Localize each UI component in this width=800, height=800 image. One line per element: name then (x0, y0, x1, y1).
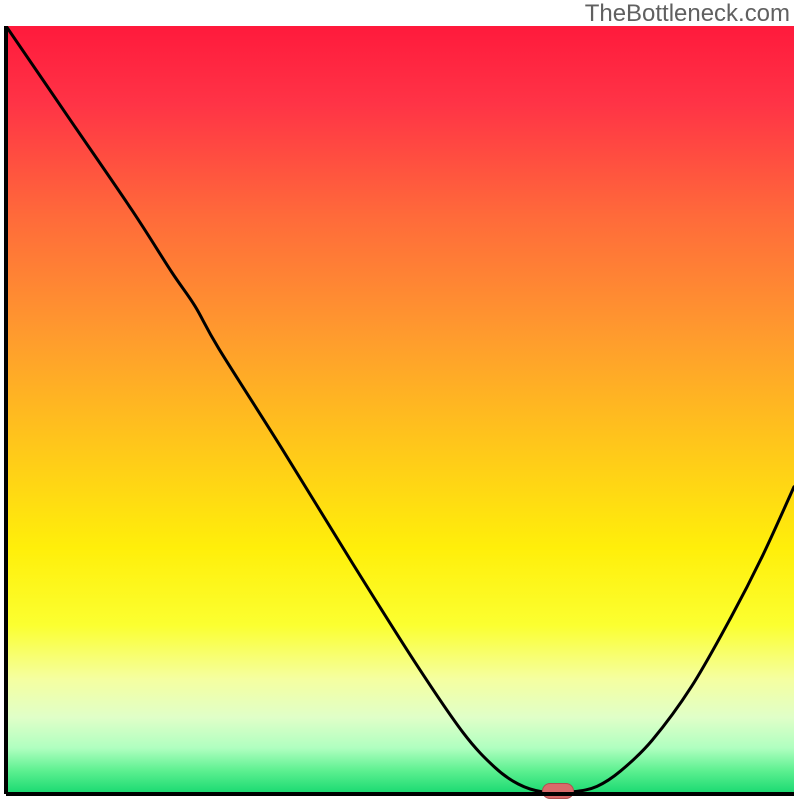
y-axis (4, 26, 8, 794)
x-axis (6, 792, 794, 796)
chart-frame: TheBottleneck.com (0, 0, 800, 800)
watermark-text: TheBottleneck.com (585, 0, 790, 28)
curve-layer (6, 26, 794, 794)
optimum-marker (542, 783, 574, 799)
plot-area (6, 26, 794, 794)
bottleneck-curve (6, 26, 794, 793)
